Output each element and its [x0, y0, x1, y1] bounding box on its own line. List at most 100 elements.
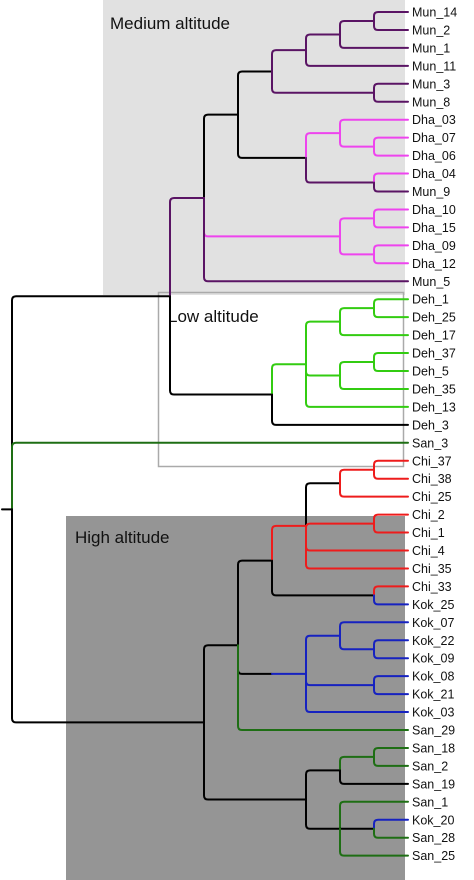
- branch-mun-11: [305, 49, 409, 67]
- tip-label: Dha_06: [412, 149, 456, 163]
- branch-kok-08: [373, 675, 409, 687]
- internal-branch: [339, 307, 375, 323]
- tip-label: Chi_4: [412, 544, 445, 558]
- branch-kok-09: [373, 648, 409, 660]
- tip-label: Mun_3: [412, 77, 450, 91]
- branch-dha-15: [373, 217, 409, 229]
- high-altitude-region: [66, 516, 405, 880]
- branch-chi-38: [373, 468, 409, 480]
- internal-branch: [169, 295, 273, 396]
- tip-label: Mun_11: [412, 59, 456, 73]
- internal-branch: [305, 798, 341, 830]
- tip-label: Mun_14: [412, 6, 457, 20]
- branch-dha-06: [373, 145, 409, 157]
- branch-chi-35: [305, 524, 409, 570]
- internal-branch: [271, 524, 307, 562]
- internal-branch: [237, 70, 273, 116]
- tip-label: Chi_35: [412, 562, 452, 576]
- internal-branch: [305, 634, 341, 675]
- tree-branches: [1, 11, 409, 857]
- internal-branch: [305, 769, 341, 801]
- branch-san-2: [373, 755, 409, 767]
- branch-mun-5: [203, 196, 409, 283]
- internal-branch: [169, 196, 205, 298]
- branch-deh-37: [373, 352, 409, 364]
- tip-label: San_3: [412, 436, 448, 450]
- branch-dha-03: [339, 118, 409, 135]
- branch-deh-35: [339, 374, 409, 390]
- tip-label: Deh_1: [412, 293, 449, 307]
- high-altitude-label: High altitude: [75, 528, 170, 547]
- branch-deh-17: [339, 320, 409, 337]
- internal-branch: [305, 33, 341, 52]
- internal-branch: [237, 559, 273, 647]
- internal-branch: [305, 132, 341, 159]
- tip-label: Deh_25: [412, 311, 456, 325]
- internal-branch: [339, 235, 375, 256]
- branch-deh-25: [373, 307, 409, 319]
- internal-branch: [203, 644, 239, 724]
- branch-mun-1: [339, 33, 409, 49]
- branch-deh-1: [373, 298, 409, 310]
- tip-label: Kok_20: [412, 813, 454, 827]
- branch-dha-04: [373, 172, 409, 184]
- tip-label: San_29: [412, 724, 455, 738]
- tip-label: Kok_09: [412, 652, 454, 666]
- tip-label: San_25: [412, 849, 455, 863]
- branch-mun-2: [373, 19, 409, 31]
- branch-san-3: [11, 441, 409, 511]
- internal-branch: [339, 361, 375, 377]
- tip-label: Deh_37: [412, 347, 456, 361]
- branch-kok-21: [373, 684, 409, 696]
- tip-label: Mun_1: [412, 41, 450, 55]
- branch-chi-25: [339, 482, 409, 498]
- branch-san-25: [339, 827, 409, 857]
- internal-branch: [203, 721, 307, 801]
- branch-deh-5: [373, 361, 409, 372]
- tip-label: Deh_5: [412, 365, 449, 379]
- internal-branch: [339, 468, 375, 485]
- internal-branch: [305, 363, 341, 377]
- branch-kok-07: [339, 621, 409, 637]
- tip-label: San_28: [412, 831, 455, 845]
- tip-label: Deh_35: [412, 382, 456, 396]
- branch-chi-33: [373, 585, 409, 597]
- tip-label: Deh_13: [412, 400, 456, 414]
- tip-label: Deh_17: [412, 329, 456, 343]
- tip-labels: Mun_14 Mun_2 Mun_1 Mun_11 Mun_3 Mun_8 Dha_03 Dh…: [412, 6, 457, 864]
- tip-label: Mun_5: [412, 275, 450, 289]
- tip-label: Kok_21: [412, 688, 454, 702]
- branch-kok-03: [305, 672, 409, 714]
- tip-label: Chi_37: [412, 454, 452, 468]
- tip-label: Dha_10: [412, 203, 456, 217]
- tip-label: San_18: [412, 741, 455, 755]
- tip-label: San_1: [412, 795, 448, 809]
- internal-branch: [11, 508, 205, 724]
- tip-label: Dha_03: [412, 113, 456, 127]
- internal-branch: [237, 113, 307, 159]
- tip-label: Dha_12: [412, 257, 456, 271]
- branch-mun-14: [373, 11, 409, 22]
- tip-label: Dha_09: [412, 239, 456, 253]
- internal-branch: [305, 320, 341, 366]
- tip-label: Chi_33: [412, 580, 452, 594]
- tip-label: Dha_04: [412, 167, 456, 181]
- tip-label: San_19: [412, 777, 455, 791]
- tip-label: Mun_2: [412, 23, 450, 37]
- branch-mun-8: [373, 91, 409, 103]
- branch-chi-1: [373, 522, 409, 534]
- branch-chi-2: [373, 513, 409, 525]
- internal-branch: [339, 634, 375, 651]
- branch-chi-37: [373, 459, 409, 471]
- internal-branch: [339, 755, 375, 772]
- internal-branch: [271, 70, 375, 94]
- branch-deh-3: [271, 393, 409, 426]
- tip-label: Deh_3: [412, 418, 449, 432]
- branch-san-19: [339, 769, 409, 785]
- tip-label: Chi_1: [412, 526, 445, 540]
- low-altitude-label: Low altitude: [168, 307, 259, 326]
- internal-branch: [339, 19, 375, 36]
- internal-branch: [203, 113, 239, 199]
- branch-san-1: [339, 800, 409, 830]
